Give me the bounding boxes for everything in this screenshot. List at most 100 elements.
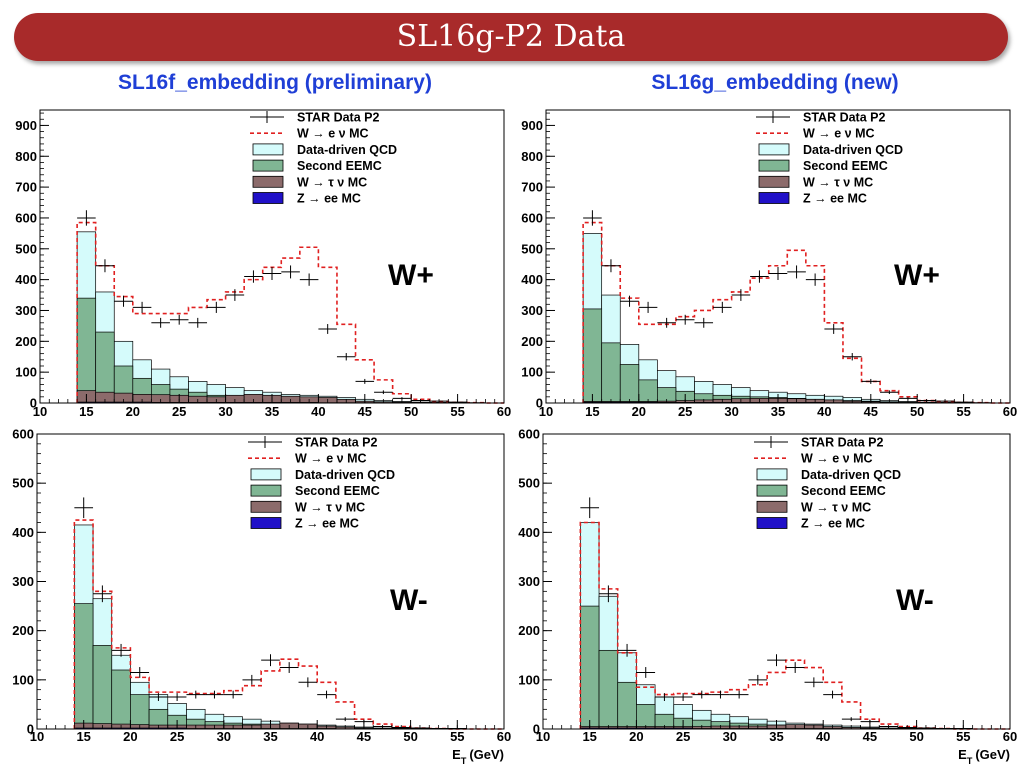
legend-swatch [756,517,788,529]
x-tick-label: 60 [1003,729,1017,744]
data-point [823,690,842,699]
x-tick-label: 60 [497,404,511,419]
data-point [317,690,336,699]
x-tick-label: 45 [358,404,372,419]
x-tick-label: 25 [678,404,692,419]
x-tick-label: 20 [629,729,643,744]
legend-swatch [758,159,790,172]
hist-bar-second-eemc [598,649,619,730]
data-point [318,324,337,334]
legend-item-w-e-mc: W → e ν MC [248,452,367,466]
legend: STAR Data P2 W → e ν MC Data-driven QCD Sec… [248,436,395,531]
y-tick-label: 500 [521,241,543,256]
data-point [244,270,263,283]
data-point [151,317,170,328]
legend-label: STAR Data P2 [295,436,377,450]
legend-swatch [758,175,790,188]
data-point [132,301,152,313]
x-tick-label: 40 [817,404,831,419]
legend-label: Data-driven QCD [801,468,901,482]
hist-bar-second-eemc [601,342,621,404]
x-tick-label: 30 [724,404,738,419]
x-tick-label: 60 [1003,404,1017,419]
legend-label: Z → ee MC [297,192,361,206]
y-tick-label: 300 [521,303,543,318]
data-point [599,585,618,603]
data-point [617,643,637,657]
data-point [93,585,112,603]
data-point [580,497,600,519]
x-tick-label: 10 [539,404,553,419]
legend-item-data-driven-qcd: Data-driven QCD [250,468,395,482]
star-data-points [583,210,1010,404]
data-point [95,259,115,273]
chart-panel-wplus-sl16f: 0 100 200 300 400 500 600 700 800 900 10 15 20 25 30 35… [15,109,511,419]
data-point [114,295,133,307]
x-tick-label: 30 [217,729,231,744]
data-point [729,690,749,699]
data-point [620,295,639,307]
hist-bar-second-eemc [580,605,600,730]
y-tick-label: 400 [518,525,540,540]
y-tick-label: 300 [12,574,34,589]
y-tick-label: 300 [15,303,37,318]
data-point [298,677,318,688]
data-point [130,667,150,678]
x-tick-label: 20 [126,404,140,419]
x-tick-label: 30 [218,404,232,419]
data-point [731,289,751,301]
y-tick-label: 500 [15,241,37,256]
data-point [748,674,768,685]
y-tick-label: 400 [12,525,34,540]
x-tick-label: 20 [123,729,137,744]
legend-item-w-mc: W → τ ν MC [756,500,871,514]
legend-label: W → e ν MC [297,127,369,141]
legend-item-data-driven-qcd: Data-driven QCD [758,143,903,157]
y-tick-label: 100 [12,672,34,687]
x-tick-label: 25 [170,729,184,744]
legend-label: W → τ ν MC [297,175,367,189]
data-point [805,273,825,286]
x-tick-label: 50 [403,729,417,744]
hist-bar-second-eemc [111,669,131,730]
data-point [694,317,714,328]
legend-item-z-ee-mc: Z → ee MC [756,517,865,531]
channel-label: W- [390,584,428,617]
data-point [713,301,732,313]
x-tick-label: 40 [816,729,830,744]
x-tick-label: 15 [585,404,599,419]
legend-swatch [756,484,788,497]
x-axis-label: ET (GeV) [958,747,1010,766]
channel-label: W+ [388,259,434,292]
legend-label: STAR Data P2 [801,436,883,450]
legend: STAR Data P2 W → e ν MC Data-driven QCD Sec… [754,436,901,531]
x-tick-label: 50 [404,404,418,419]
legend-label: Z → ee MC [803,192,867,206]
hist-bar-second-eemc [92,645,113,730]
w-e-nu-mc-line [582,221,1010,404]
x-tick-label: 45 [357,729,371,744]
y-tick-label: 800 [15,149,37,164]
legend-swatch [252,175,284,188]
legend-label: W → τ ν MC [803,175,873,189]
data-point [111,643,131,657]
legend-label: Second EEMC [297,159,382,173]
x-tick-label: 10 [33,404,47,419]
legend-label: STAR Data P2 [297,111,379,125]
data-point [638,301,658,313]
data-point [261,654,280,667]
x-tick-label: 35 [265,404,279,419]
legend-item-w-e-mc: W → e ν MC [756,127,875,141]
legend-item-z-ee-mc: Z → ee MC [758,192,867,206]
data-point [279,662,299,673]
legend-item-w-mc: W → τ ν MC [758,175,873,189]
chart-panel-wminus-sl16f: 0 100 200 300 400 500 600 10 15 20 25 30 35 40 45 50 55 6… [12,427,511,767]
data-point [692,690,712,699]
data-point [186,690,206,699]
y-tick-label: 100 [521,365,543,380]
data-point [601,259,621,273]
legend-item-w-mc: W → τ ν MC [252,175,367,189]
legend-swatch [250,484,282,497]
hist-bar-second-eemc [582,308,603,404]
data-point [861,378,881,384]
